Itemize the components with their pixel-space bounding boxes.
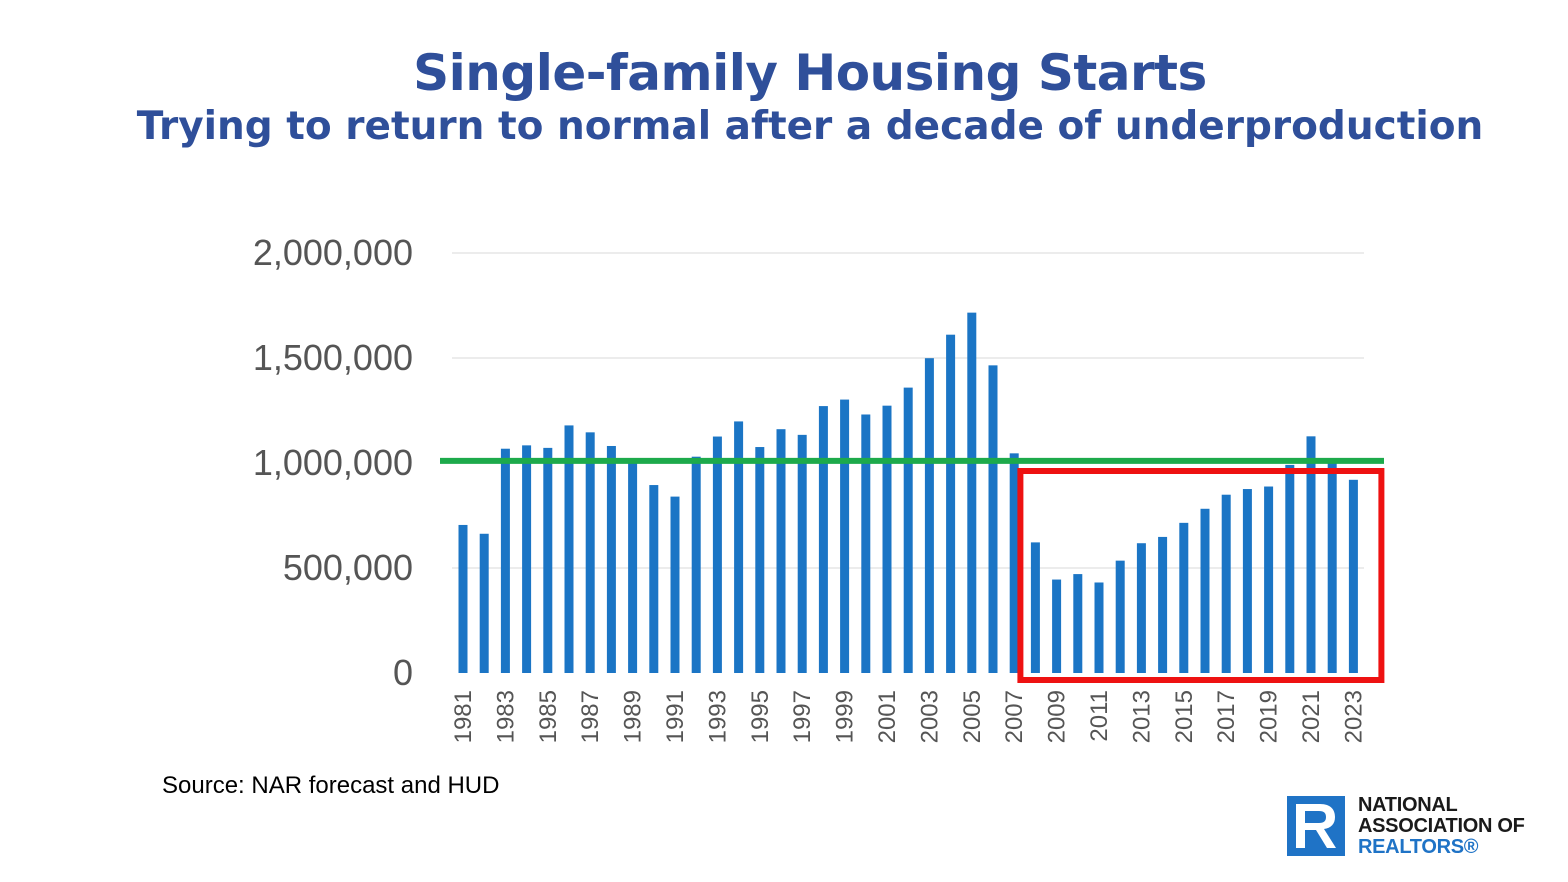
- bar: [882, 405, 892, 673]
- x-tick-label: 1999: [832, 690, 859, 743]
- bar: [1221, 494, 1231, 673]
- bar: [1327, 461, 1337, 673]
- bar: [691, 456, 701, 673]
- x-tick-label: 1987: [577, 690, 604, 743]
- bar: [458, 524, 468, 673]
- chart-title: Single-family Housing Starts: [413, 44, 1207, 102]
- x-tick-label: 1985: [535, 690, 562, 743]
- x-tick-label: 2017: [1213, 690, 1240, 743]
- bar: [776, 429, 786, 673]
- x-tick-label: 2019: [1256, 690, 1283, 743]
- logo-line-2: ASSOCIATION OF: [1358, 815, 1525, 837]
- bar: [1115, 560, 1125, 673]
- y-tick-label: 2,000,000: [253, 232, 413, 273]
- bar: [861, 414, 871, 673]
- highlight-box: [1017, 468, 1385, 683]
- source-note: Source: NAR forecast and HUD: [162, 772, 500, 799]
- bar: [1158, 536, 1168, 673]
- nar-logo: NATIONAL ASSOCIATION OF REALTORS®: [1287, 795, 1557, 858]
- x-tick-label: 2011: [1086, 690, 1113, 742]
- bar: [1285, 464, 1295, 673]
- x-tick-label: 2013: [1128, 690, 1155, 743]
- bar: [1306, 436, 1316, 673]
- x-tick-label: 2009: [1044, 690, 1071, 743]
- bar: [1200, 508, 1210, 673]
- y-axis-labels: 0 500,000 1,000,000 1,500,000 2,000,000: [253, 232, 413, 693]
- x-tick-label: 2015: [1171, 690, 1198, 743]
- bar: [1030, 542, 1040, 673]
- bar: [543, 447, 553, 673]
- y-tick-label: 1,000,000: [253, 442, 413, 483]
- x-tick-label: 1997: [789, 690, 816, 743]
- bar: [1073, 574, 1083, 673]
- bar: [522, 445, 532, 673]
- bar: [967, 312, 977, 673]
- bar: [1094, 582, 1104, 673]
- bar: [628, 462, 638, 673]
- x-tick-label: 1991: [662, 690, 689, 743]
- x-tick-label: 1993: [704, 690, 731, 743]
- realtor-r-icon: [1287, 796, 1345, 856]
- bar: [903, 387, 913, 673]
- bar: [606, 445, 616, 673]
- x-tick-label: 2021: [1298, 690, 1325, 743]
- bar: [479, 533, 489, 673]
- bar: [649, 485, 659, 673]
- x-tick-label: 1995: [747, 690, 774, 743]
- x-tick-label: 1989: [620, 690, 647, 743]
- x-tick-label: 2003: [916, 690, 943, 743]
- bar: [818, 406, 828, 673]
- bar: [712, 436, 722, 673]
- bar: [670, 496, 680, 673]
- chart-subtitle: Trying to return to normal after a decad…: [136, 104, 1484, 149]
- y-tick-label: 500,000: [283, 547, 413, 588]
- x-tick-label: 2005: [959, 690, 986, 743]
- bar: [797, 434, 807, 673]
- logo-line-3: REALTORS®: [1358, 836, 1479, 858]
- x-axis-labels: 1981 1983 1985 1987 1989 1991 1993 1995 1997 1999…: [450, 690, 1367, 743]
- bar: [755, 447, 765, 673]
- bar: [988, 365, 998, 673]
- x-tick-label: 2001: [874, 690, 901, 743]
- bars: [458, 312, 1358, 673]
- bar: [1179, 522, 1189, 673]
- bar: [500, 448, 510, 673]
- logo-line-1: NATIONAL: [1358, 794, 1458, 816]
- x-tick-label: 1983: [492, 690, 519, 743]
- bar: [1264, 486, 1274, 673]
- x-tick-label: 1981: [450, 690, 477, 743]
- bar: [564, 425, 574, 673]
- overlays: [440, 457, 1385, 683]
- bar: [1242, 489, 1252, 673]
- y-tick-label: 0: [393, 652, 413, 693]
- bar: [1052, 579, 1062, 673]
- bar: [1009, 453, 1019, 673]
- bar: [734, 421, 744, 673]
- bar: [946, 334, 956, 673]
- bar: [840, 399, 850, 673]
- x-tick-label: 2023: [1340, 690, 1367, 743]
- bar: [1136, 543, 1146, 673]
- y-tick-label: 1,500,000: [253, 337, 413, 378]
- bar: [924, 358, 934, 673]
- bar: [1348, 479, 1358, 673]
- logo-text: NATIONAL ASSOCIATION OF REALTORS®: [1358, 795, 1525, 858]
- bar: [585, 432, 595, 673]
- x-tick-label: 2007: [1001, 690, 1028, 743]
